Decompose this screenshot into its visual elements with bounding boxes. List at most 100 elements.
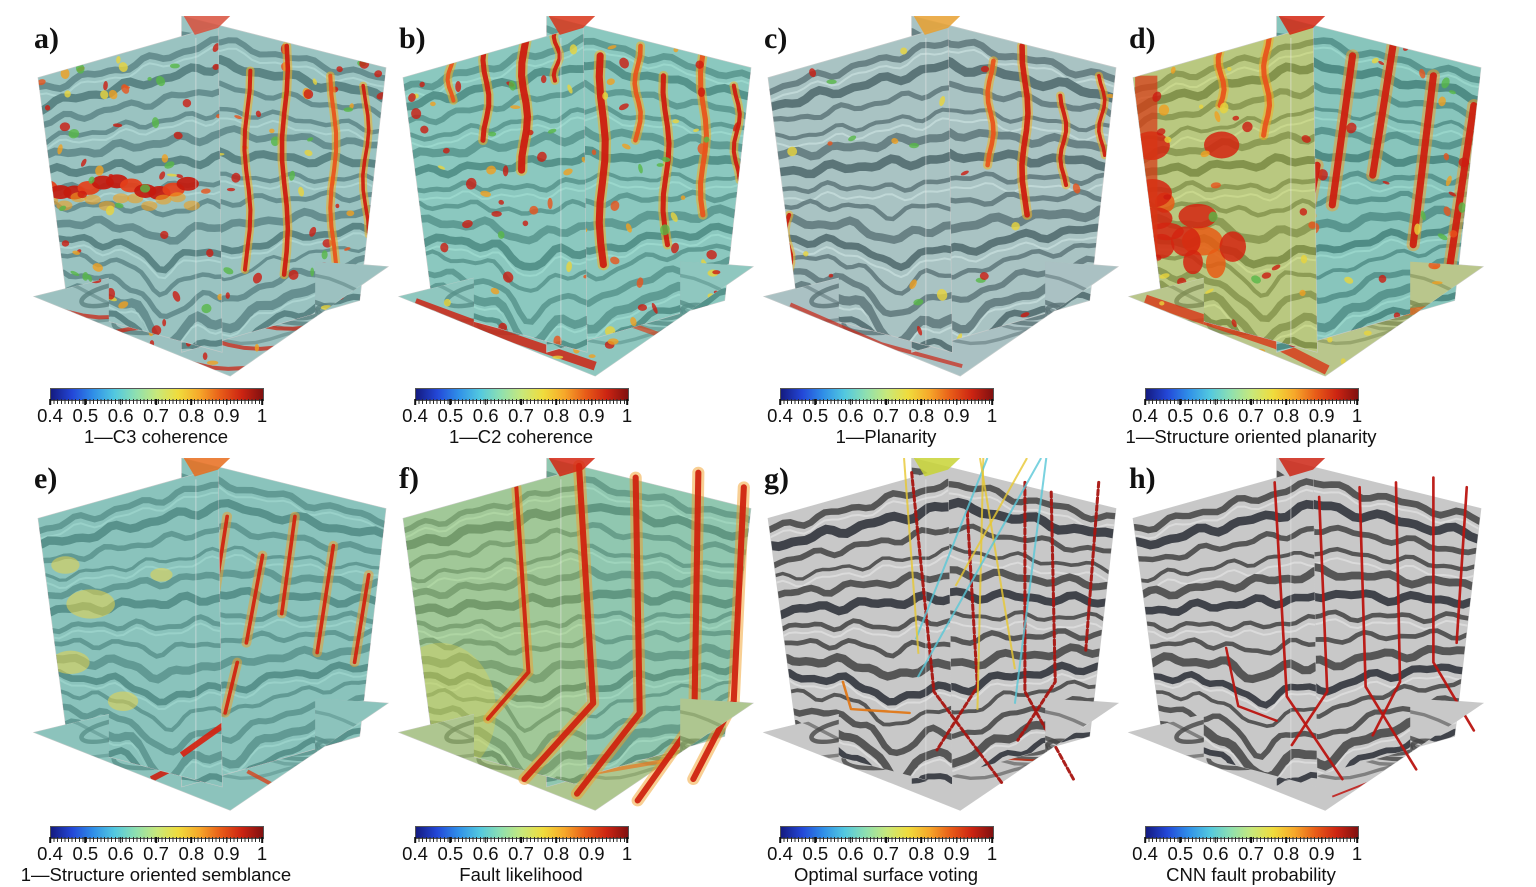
seismic-volume-render-e — [30, 458, 394, 820]
colorbar-tick-label: 0.7 — [1238, 405, 1264, 426]
colorbar-major-tick — [414, 399, 416, 405]
colorbar-major-tick — [1179, 399, 1182, 405]
colorbar-major-tick — [1144, 837, 1146, 843]
colorbar-tick-label: 0.6 — [472, 405, 499, 426]
colorbar-major-tick — [261, 837, 263, 843]
colorbar-ticks-b — [414, 399, 628, 405]
colorbar-major-tick — [449, 837, 452, 843]
colorbar-tick-label: 1 — [986, 405, 998, 426]
colorbar-tick-label: 0.9 — [213, 843, 240, 864]
colorbar-tick-label: 1 — [621, 843, 633, 864]
panel-g: g) 0.4 0.5 0.6 0.7 0.8 0.9 1 Optimal surface v… — [760, 458, 1128, 886]
colorbar-tick-labels-e: 0.4 0.5 0.6 0.7 0.8 0.9 1 — [37, 843, 267, 864]
panel-label-b: b) — [399, 22, 426, 55]
colorbar-tick-label: 0.5 — [802, 405, 829, 426]
colorbar-tick-label: 0.5 — [437, 405, 464, 426]
colorbar-tick-label: 0.6 — [107, 843, 134, 864]
colorbar-tick-label: 0.7 — [143, 405, 169, 426]
colorbar-major-tick — [849, 399, 852, 405]
panel-label-a: a) — [34, 22, 59, 55]
colorbar-major-tick — [155, 837, 157, 843]
colorbar-major-tick — [626, 399, 628, 405]
colorbar-tick-label: 0.9 — [578, 843, 605, 864]
colorbar-tick-label: 1 — [621, 405, 633, 426]
colorbar-ticks-a — [49, 399, 263, 405]
colorbar-tick-label: 0.9 — [943, 405, 970, 426]
colorbar-tick-label: 0.9 — [943, 843, 970, 864]
panel-h: h) 0.4 0.5 0.6 0.7 0.8 0.9 1 CNN fault probabi… — [1125, 458, 1493, 886]
colorbar-major-tick — [626, 837, 628, 843]
colorbar-tick-label: 0.4 — [1132, 405, 1158, 426]
colorbar-caption-h: CNN fault probability — [1166, 864, 1336, 885]
colorbar-caption-f: Fault likelihood — [459, 864, 583, 885]
colorbar-major-tick — [849, 837, 852, 843]
colorbar-caption-e: 1—Structure oriented semblance — [20, 864, 292, 885]
colorbar-tick-label: 0.8 — [543, 405, 570, 426]
colorbar-tick-label: 0.4 — [402, 843, 428, 864]
colorbar-tick-label: 0.5 — [437, 843, 464, 864]
colorbar-major-tick — [84, 399, 87, 405]
colorbar-major-tick — [920, 837, 923, 843]
colorbar-major-tick — [885, 399, 887, 405]
colorbar-major-tick — [555, 837, 558, 843]
colorbar-tick-label: 0.6 — [472, 843, 499, 864]
colorbar-major-tick — [1250, 399, 1252, 405]
colorbar-tick-label: 0.8 — [908, 405, 935, 426]
colorbar-tick-label: 0.8 — [178, 405, 205, 426]
panel-label-e: e) — [34, 462, 58, 495]
colorbar-caption-g: Optimal surface voting — [793, 864, 979, 885]
colorbar-ticks-g — [779, 837, 993, 843]
colorbar-caption-c: 1—Planarity — [835, 426, 937, 447]
colorbar-tick-labels-f: 0.4 0.5 0.6 0.7 0.8 0.9 1 — [402, 843, 632, 864]
colorbar-major-tick — [449, 399, 452, 405]
colorbar-tick-label: 0.4 — [1132, 843, 1158, 864]
colorbar-tick-labels-h: 0.4 0.5 0.6 0.7 0.8 0.9 1 — [1132, 843, 1362, 864]
colorbar-tick-label: 0.6 — [1202, 405, 1229, 426]
panel-b: b) 0.4 0.5 0.6 0.7 0.8 0.9 1 1—C2 coherence — [395, 14, 763, 458]
panel-label-c: c) — [764, 22, 788, 55]
colorbar-major-tick — [955, 837, 958, 843]
colorbar-major-tick — [991, 399, 993, 405]
colorbar-tick-label: 0.9 — [578, 405, 605, 426]
seismic-volume-render-c — [760, 16, 1124, 386]
colorbar-tick-label: 0.5 — [802, 843, 829, 864]
colorbar-ticks-d — [1144, 399, 1358, 405]
colorbar-major-tick — [1320, 399, 1323, 405]
colorbar-tick-label: 0.8 — [1273, 405, 1300, 426]
colorbar-tick-labels-c: 0.4 0.5 0.6 0.7 0.8 0.9 1 — [767, 405, 997, 426]
colorbar-tick-label: 0.7 — [508, 405, 534, 426]
panel-label-f: f) — [399, 462, 419, 495]
colorbar-ticks-e — [49, 837, 263, 843]
colorbar-major-tick — [1320, 837, 1323, 843]
colorbar-major-tick — [814, 837, 817, 843]
colorbar-major-tick — [779, 837, 781, 843]
colorbar-ticks-c — [779, 399, 993, 405]
colorbar-tick-label: 0.8 — [543, 843, 570, 864]
colorbar-tick-label: 0.7 — [1238, 843, 1264, 864]
colorbar-major-tick — [1144, 399, 1146, 405]
colorbar-major-tick — [885, 837, 887, 843]
colorbar-tick-label: 0.4 — [402, 405, 428, 426]
colorbar-tick-label: 1 — [1351, 843, 1363, 864]
colorbar-major-tick — [590, 837, 593, 843]
panel-d: d) 0.4 0.5 0.6 0.7 0.8 0.9 1 1—Structure orien… — [1125, 14, 1493, 458]
colorbar-tick-labels-g: 0.4 0.5 0.6 0.7 0.8 0.9 1 — [767, 843, 997, 864]
colorbar-major-tick — [155, 399, 157, 405]
colorbar-caption-d: 1—Structure oriented planarity — [1125, 426, 1377, 447]
colorbar-tick-label: 0.8 — [908, 843, 935, 864]
colorbar-tick-label: 0.7 — [873, 843, 899, 864]
colorbar-major-tick — [920, 399, 923, 405]
colorbar-tick-label: 0.7 — [873, 405, 899, 426]
colorbar-major-tick — [955, 399, 958, 405]
seismic-volume-render-a — [30, 16, 394, 386]
colorbar-tick-label: 0.7 — [508, 843, 534, 864]
colorbar-tick-label: 0.9 — [213, 405, 240, 426]
panel-c: c) 0.4 0.5 0.6 0.7 0.8 0.9 1 1—Planarity — [760, 14, 1128, 458]
colorbar-major-tick — [484, 399, 487, 405]
colorbar-ticks-h — [1144, 837, 1358, 843]
colorbar-major-tick — [590, 399, 593, 405]
colorbar-tick-label: 0.5 — [1167, 405, 1194, 426]
panel-label-h: h) — [1129, 462, 1156, 495]
colorbar-major-tick — [1179, 837, 1182, 843]
